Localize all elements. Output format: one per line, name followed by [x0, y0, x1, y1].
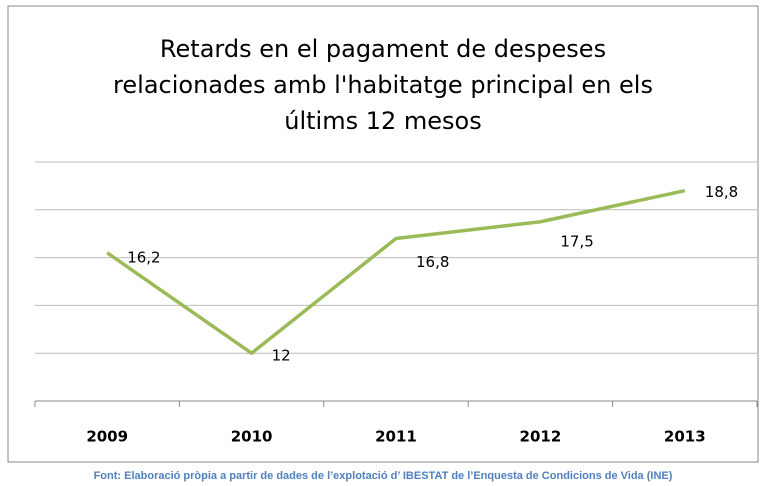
data-label: 16,8: [416, 253, 449, 271]
source-note: Font: Elaboració pròpia a partir de dade…: [94, 470, 673, 482]
data-line: [106, 188, 686, 355]
data-label: 18,8: [705, 183, 738, 201]
chart-title: últims 12 mesos: [284, 107, 481, 135]
chart-title: Retards en el pagament de despeses: [160, 35, 606, 63]
x-tick-label: 2012: [520, 428, 562, 446]
data-label: 16,2: [127, 248, 160, 266]
chart-frame: [7, 5, 759, 463]
x-tick-label: 2013: [664, 428, 706, 446]
data-label: 12: [272, 347, 291, 365]
data-label: 17,5: [560, 232, 593, 250]
x-tick-label: 2010: [231, 428, 273, 446]
x-tick-label: 2011: [375, 428, 417, 446]
chart-title: relacionades amb l'habitatge principal e…: [113, 71, 653, 99]
x-tick-label: 2009: [86, 428, 128, 446]
